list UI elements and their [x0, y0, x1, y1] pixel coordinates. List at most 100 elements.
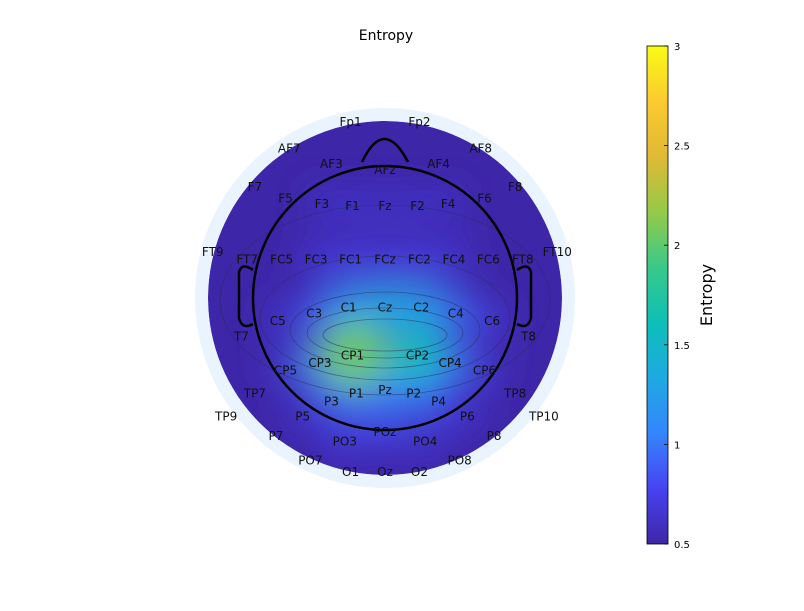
electrode-label-fc6: FC6: [477, 253, 500, 267]
electrode-label-po4: PO4: [413, 435, 437, 449]
electrode-label-po7: PO7: [298, 454, 322, 468]
topomap-value-c1: [324, 283, 373, 332]
electrode-label-p6: P6: [460, 410, 475, 424]
electrode-labels: Fp1 Fp2 AF7 AF3 AFz AF4 AF8 F7 F5 F3 F1 Fz F2 F4 F6 F8 F…: [202, 115, 572, 479]
electrode-label-p8: P8: [487, 429, 502, 443]
topomap-value-c4: [435, 293, 477, 334]
topomap-value-c3: [295, 294, 334, 333]
colorbar-tick-label: 1: [674, 440, 680, 451]
electrode-label-f5: F5: [278, 191, 293, 205]
left-ear: [237, 265, 254, 328]
electrode-label-fp2: Fp2: [408, 115, 430, 129]
electrode-label-p2: P2: [406, 387, 421, 401]
electrode-label-f8: F8: [508, 180, 523, 194]
head-outline: [237, 137, 533, 432]
chart-title: Entropy: [359, 28, 413, 44]
electrode-label-c5: C5: [270, 314, 286, 328]
electrode-label-fc4: FC4: [442, 253, 465, 267]
colorbar-ticks: 0.5 1 1.5 2 2.5 3: [664, 42, 690, 551]
topomap-value-f2: [401, 190, 434, 223]
electrode-label-cz: Cz: [378, 301, 393, 315]
topomap-value-fcz: [367, 242, 403, 278]
electrode-label-af7: AF7: [278, 142, 301, 156]
electrode-label-af8: AF8: [469, 142, 492, 156]
topomap-value-cz: [359, 282, 411, 333]
colorbar-tick-label: 0.5: [674, 540, 690, 551]
electrode-label-f6: F6: [477, 191, 492, 205]
electrode-label-c1: C1: [341, 301, 357, 315]
head-circle: [251, 164, 519, 432]
electrode-label-fc1: FC1: [339, 253, 362, 267]
electrode-label-t7: T7: [233, 329, 249, 343]
electrode-label-p4: P4: [431, 394, 446, 408]
contour-lines: [219, 204, 551, 396]
electrode-label-fc3: FC3: [305, 253, 328, 267]
electrode-label-cp3: CP3: [308, 356, 331, 370]
topomap-value-fc3: [299, 242, 333, 277]
electrode-label-o1: O1: [342, 465, 359, 479]
electrode-label-po8: PO8: [447, 454, 471, 468]
electrode-label-poz: POz: [374, 425, 397, 439]
electrode-label-f3: F3: [315, 197, 330, 211]
topomap-value-c5: [261, 304, 294, 338]
electrode-label-cp4: CP4: [438, 356, 461, 370]
topomap-value-fc1: [333, 242, 369, 278]
electrode-label-f4: F4: [441, 197, 456, 211]
electrode-label-c4: C4: [448, 306, 464, 320]
electrode-label-tp10: TP10: [528, 410, 559, 424]
electrode-label-fcz: FCz: [374, 253, 396, 267]
electrode-label-tp9: TP9: [214, 410, 237, 424]
topomap-value-po4: [408, 424, 442, 459]
colorbar-tick-label: 1.5: [674, 341, 690, 352]
nose: [360, 137, 410, 163]
topomap-value-f1: [336, 190, 369, 223]
contour-line: [219, 204, 551, 396]
electrode-label-o2: O2: [411, 465, 428, 479]
topomap-value-fc4: [437, 242, 471, 277]
colorbar-label: Entropy: [697, 264, 716, 326]
electrode-label-p1: P1: [349, 387, 364, 401]
electrode-label-p7: P7: [268, 429, 283, 443]
electrode-label-cp1: CP1: [341, 348, 364, 362]
electrode-label-ft8: FT8: [512, 253, 534, 267]
right-ear: [516, 265, 533, 328]
electrode-label-cp6: CP6: [473, 364, 496, 378]
colorbar-tick-label: 2.5: [674, 142, 690, 153]
topomap-value-poz: [366, 413, 404, 451]
electrode-label-cp2: CP2: [406, 348, 429, 362]
topomap-value-fz: [368, 190, 402, 223]
contour-line: [289, 291, 481, 369]
topomap-value-c6: [475, 304, 509, 338]
electrode-label-pz: Pz: [378, 383, 392, 397]
electrode-label-p5: P5: [295, 410, 310, 424]
contour-line: [259, 255, 511, 381]
electrode-label-af3: AF3: [320, 157, 343, 171]
contour-line: [322, 318, 448, 352]
electrode-label-fc5: FC5: [270, 253, 293, 267]
electrode-label-ft9: FT9: [202, 245, 224, 259]
electrode-label-p3: P3: [324, 394, 339, 408]
electrode-label-fc2: FC2: [408, 253, 431, 267]
topomap: [208, 121, 562, 475]
colorbar-fill: [646, 45, 669, 545]
electrode-label-ft7: FT7: [236, 253, 258, 267]
electrode-label-afz: AFz: [374, 163, 395, 177]
electrode-label-c3: C3: [306, 306, 322, 320]
colorbar-tick-label: 3: [674, 42, 680, 53]
topomap-value-f3: [305, 188, 338, 221]
electrode-label-fp1: Fp1: [339, 115, 361, 129]
colorbar: 0.5 1 1.5 2 2.5 3 Entropy: [646, 42, 716, 551]
contour-line: [306, 307, 464, 359]
topomap-value-f4: [432, 188, 465, 221]
electrode-label-po3: PO3: [333, 435, 357, 449]
electrode-label-c6: C6: [484, 314, 500, 328]
electrode-label-fz: Fz: [378, 199, 391, 213]
electrode-label-cp5: CP5: [274, 364, 297, 378]
electrode-label-tp7: TP7: [243, 387, 266, 401]
electrode-label-f7: F7: [248, 180, 263, 194]
electrode-label-oz: Oz: [377, 465, 393, 479]
colorbar-tick-label: 2: [674, 241, 680, 252]
topomap-value-po3: [327, 424, 363, 460]
topomap-value-fc2: [401, 242, 437, 278]
